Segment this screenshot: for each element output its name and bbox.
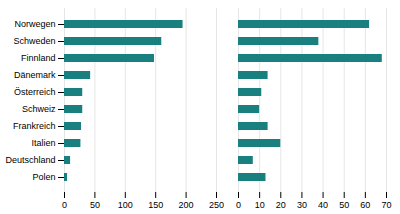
svg-text:10: 10: [255, 200, 265, 210]
svg-text:Schweden: Schweden: [13, 36, 55, 46]
svg-text:50: 50: [339, 200, 349, 210]
svg-text:60: 60: [360, 200, 370, 210]
svg-text:Dänemark: Dänemark: [14, 70, 56, 80]
svg-text:50: 50: [90, 200, 100, 210]
svg-text:Norwegen: Norwegen: [14, 19, 55, 29]
svg-text:250: 250: [209, 200, 224, 210]
svg-text:Finnland: Finnland: [21, 53, 56, 63]
svg-text:40: 40: [318, 200, 328, 210]
svg-text:20: 20: [276, 200, 286, 210]
svg-text:30: 30: [297, 200, 307, 210]
svg-text:Österreich: Österreich: [14, 87, 56, 97]
svg-text:Italien: Italien: [31, 138, 55, 148]
svg-text:150: 150: [148, 200, 163, 210]
svg-text:Polen: Polen: [32, 172, 55, 182]
svg-text:100: 100: [118, 200, 133, 210]
svg-text:0: 0: [236, 200, 241, 210]
svg-text:70: 70: [381, 200, 391, 210]
svg-text:Deutschland: Deutschland: [5, 155, 55, 165]
svg-text:200: 200: [179, 200, 194, 210]
svg-text:Frankreich: Frankreich: [13, 121, 56, 131]
svg-text:Schweiz: Schweiz: [22, 104, 56, 114]
svg-text:0: 0: [62, 200, 67, 210]
